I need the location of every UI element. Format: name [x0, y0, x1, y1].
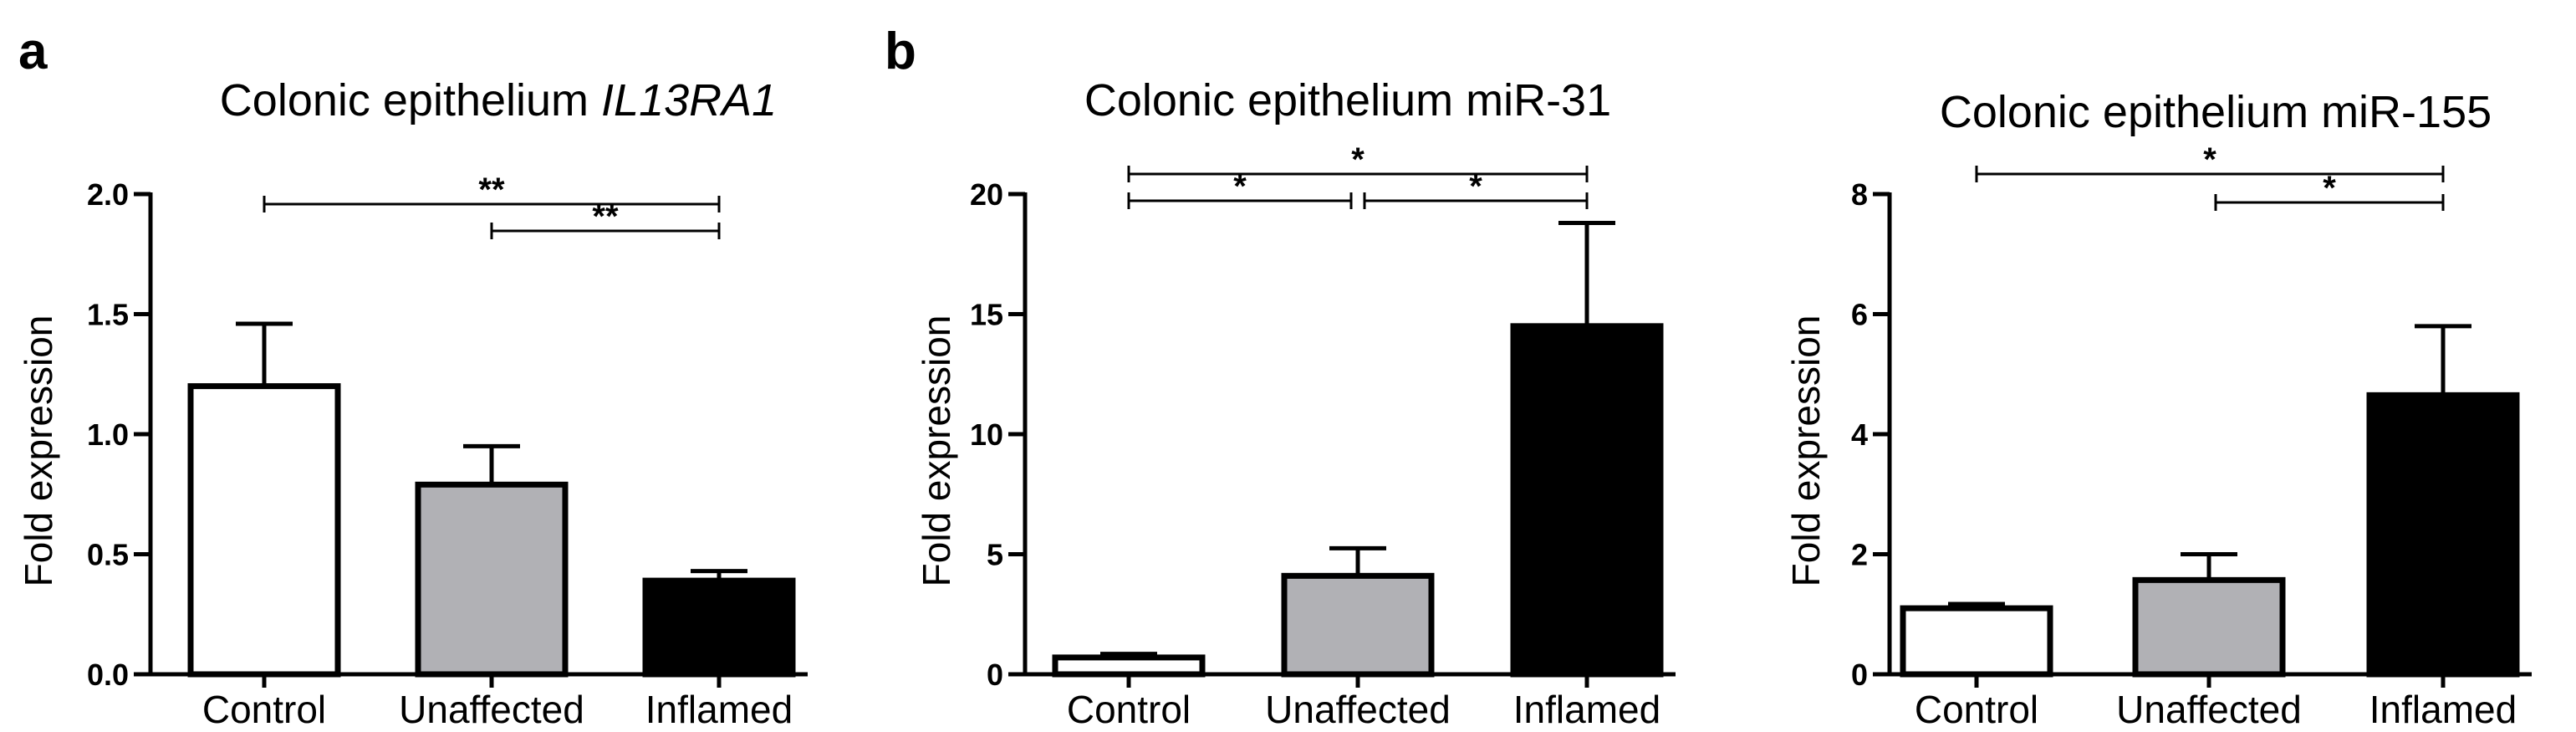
- bar-control: [1052, 654, 1206, 678]
- y-tick-label: 20: [970, 177, 1003, 212]
- bar-unaffected: [2132, 576, 2286, 678]
- charts: Colonic epithelium IL13RA1 Fold expressio…: [17, 75, 2532, 731]
- x-tick-label: Unaffected: [399, 688, 584, 731]
- significance-label: **: [478, 171, 505, 208]
- y-tick-label: 6: [1851, 298, 1868, 332]
- y-axis-label: Fold expression: [915, 315, 958, 587]
- x-tick-label: Control: [202, 688, 326, 731]
- x-tick-label: Inflamed: [2369, 688, 2517, 731]
- significance-label: **: [592, 198, 619, 235]
- bar-unaffected: [1281, 572, 1435, 678]
- significance-label: *: [1351, 141, 1365, 178]
- chart-title: Colonic epithelium IL13RA1: [220, 75, 777, 125]
- bar-unaffected: [415, 481, 569, 678]
- chart-title: Colonic epithelium miR-155: [1940, 87, 2492, 137]
- y-axis-label: Fold expression: [17, 315, 60, 587]
- y-tick-label: 0.5: [87, 538, 129, 572]
- y-axis-label: Fold expression: [1784, 315, 1828, 587]
- y-tick-label: 8: [1851, 177, 1868, 212]
- bar-control: [187, 383, 341, 678]
- y-tick-label: 1.0: [87, 417, 129, 452]
- x-tick-label: Unaffected: [1265, 688, 1451, 731]
- bar-inflamed: [642, 577, 796, 678]
- chart-panel-3: Colonic epithelium miR-155 Fold expressio…: [1784, 87, 2532, 731]
- y-tick-label: 15: [970, 298, 1003, 332]
- bar-inflamed: [2366, 392, 2520, 678]
- x-tick-label: Inflamed: [1513, 688, 1660, 731]
- x-tick-label: Inflamed: [645, 688, 793, 731]
- panel-label-a: a: [18, 23, 48, 80]
- y-tick-label: 4: [1851, 417, 1868, 452]
- x-tick-label: Control: [1915, 688, 2038, 731]
- panel-label-b: b: [885, 23, 916, 80]
- bar-control: [1900, 605, 2053, 678]
- chart-title: Colonic epithelium miR-31: [1084, 75, 1611, 125]
- y-tick-label: 1.5: [87, 298, 129, 332]
- bar-inflamed: [1510, 323, 1664, 678]
- chart-panel-2: Colonic epithelium miR-31 Fold expression…: [915, 75, 1676, 731]
- y-tick-label: 0: [1851, 658, 1868, 692]
- x-tick-label: Control: [1067, 688, 1191, 731]
- y-tick-label: 2.0: [87, 177, 129, 212]
- y-tick-label: 10: [970, 417, 1003, 452]
- y-tick-label: 2: [1851, 538, 1868, 572]
- y-tick-label: 0: [987, 658, 1003, 692]
- significance-label: *: [2203, 141, 2216, 178]
- chart-panel-1: Colonic epithelium IL13RA1 Fold expressio…: [17, 75, 808, 731]
- y-tick-label: 5: [987, 538, 1003, 572]
- significance-label: *: [2323, 170, 2336, 207]
- y-tick-label: 0.0: [87, 658, 129, 692]
- chart-title-gene: IL13RA1: [601, 75, 777, 125]
- x-tick-label: Unaffected: [2116, 688, 2302, 731]
- significance-label: *: [1233, 168, 1247, 205]
- significance-label: *: [1469, 168, 1482, 205]
